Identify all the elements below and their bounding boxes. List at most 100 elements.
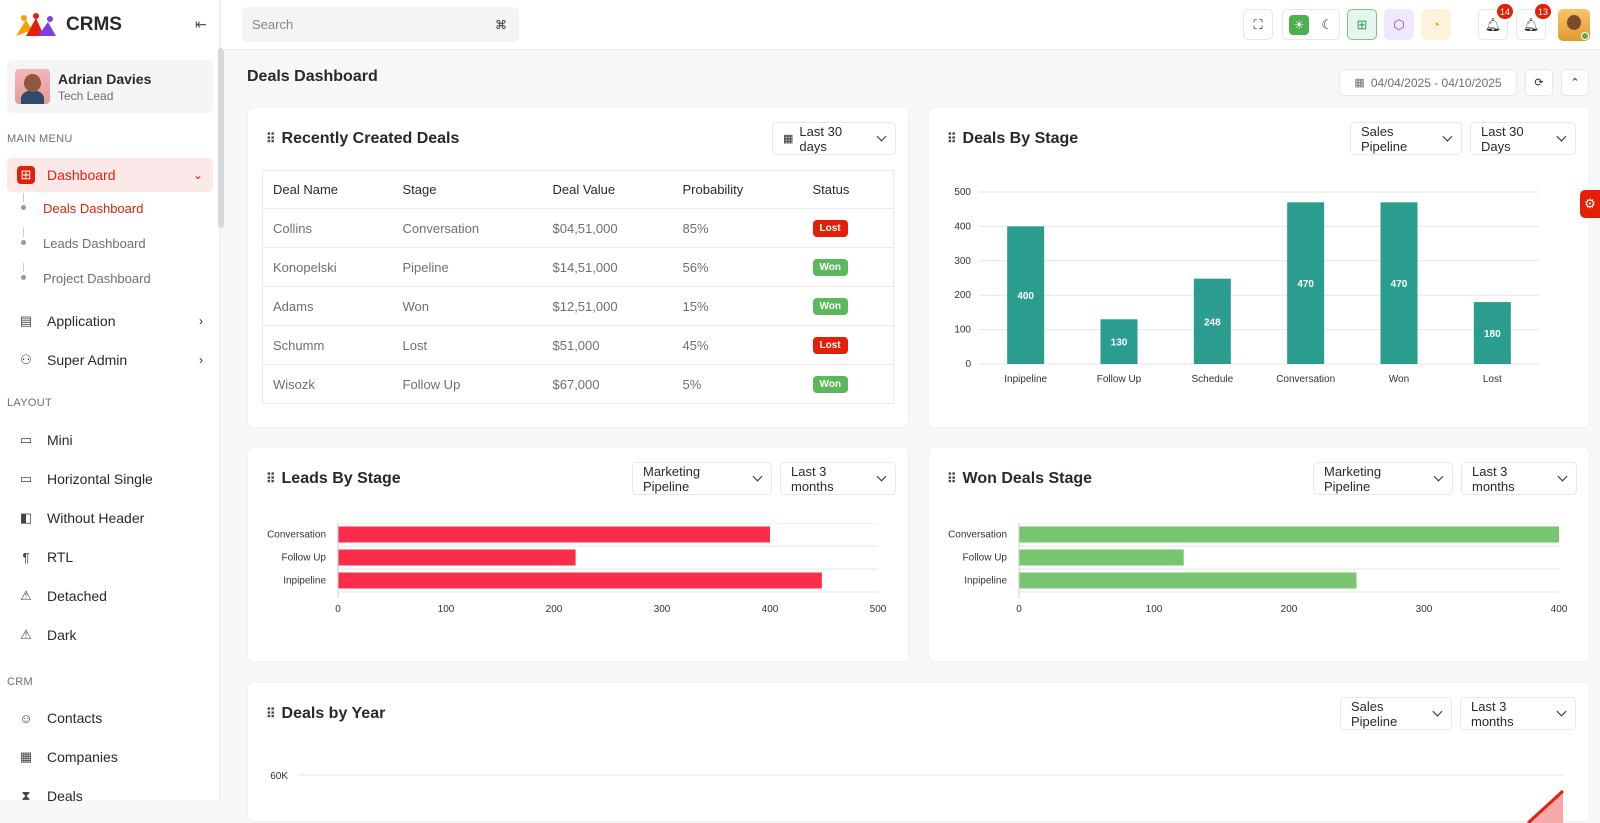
sidebar-item-label: Detached (47, 588, 107, 604)
sidebar-item-companies[interactable]: ▦ Companies (7, 740, 213, 774)
contact-icon: ☺ (19, 710, 33, 726)
pipeline-select[interactable]: Sales Pipeline (1340, 697, 1452, 730)
section-crm: CRM (7, 676, 33, 688)
table-row[interactable]: Konopelski Pipeline $14,51,000 56% Won (262, 247, 894, 287)
bell-icon: 🔔︎ (1522, 16, 1540, 32)
bar (1380, 202, 1418, 364)
sidebar-item-detached[interactable]: ⚠ Detached (7, 579, 213, 613)
sidebar-item-dark[interactable]: ⚠ Dark (7, 618, 213, 652)
sidebar-item-rtl[interactable]: ¶ RTL (7, 540, 213, 574)
table-row[interactable]: Adams Won $12,51,000 15% Won (262, 286, 894, 326)
sidebar-item-contacts[interactable]: ☺ Contacts (7, 701, 213, 735)
recent-deals-period-select[interactable]: ▦ Last 30 days (772, 122, 896, 155)
moon-icon[interactable]: ☾ (1321, 16, 1333, 32)
period-select[interactable]: Last 30 Days (1470, 122, 1576, 155)
hourglass-icon: ⧗ (21, 788, 31, 803)
avatar (15, 69, 50, 104)
date-range-picker[interactable]: ▦ 04/04/2025 - 04/10/2025 (1339, 69, 1517, 96)
status-cell: Won (802, 247, 894, 287)
sidebar-item-label: Contacts (47, 710, 103, 726)
sidebar-item-application[interactable]: ▤ Application › (7, 304, 213, 338)
theme-toggle[interactable]: ☀ ☾ (1282, 9, 1340, 40)
profile-name: Adrian Davies (58, 70, 152, 87)
sidebar-item-mini[interactable]: ▭ Mini (7, 423, 213, 457)
bullet-dot (21, 205, 26, 210)
chevron-down-icon (1432, 706, 1443, 717)
building-icon: ▦ (19, 749, 33, 764)
period-select[interactable]: Last 3 months (780, 462, 896, 495)
table-row[interactable]: Collins Conversation $04,51,000 85% Lost (262, 208, 894, 248)
notifications-button[interactable]: 🔔︎ 14 (1478, 4, 1513, 40)
table-row[interactable]: Schumm Lost $51,000 45% Lost (262, 325, 894, 365)
drag-handle-icon[interactable]: ⠿ (947, 131, 956, 146)
x-tick-label: 500 (870, 604, 887, 615)
y-tick-label: 500 (954, 187, 971, 198)
sidebar-sub-leads-dashboard[interactable]: Leads Dashboard (43, 236, 146, 251)
x-tick-label: 400 (1551, 604, 1568, 615)
leads-by-stage-chart: Conversation Follow Up Inpipeline 0 100 200 30… (267, 523, 887, 615)
sidebar-item-deals[interactable]: ⧗ Deals (7, 779, 213, 813)
sidebar-sub-project-dashboard[interactable]: Project Dashboard (43, 271, 151, 286)
sidebar-item-label: Horizontal Single (47, 471, 153, 487)
apps-button[interactable]: ⊞ (1347, 9, 1377, 40)
drag-handle-icon[interactable]: ⠿ (947, 471, 956, 486)
drag-handle-icon[interactable]: ⠿ (266, 706, 275, 721)
user-profile-card[interactable]: Adrian Davies Tech Lead (7, 60, 213, 113)
period-select[interactable]: Last 3 months (1460, 697, 1576, 730)
collapse-header-button[interactable]: ⌃ (1561, 69, 1589, 96)
sidebar-item-dashboard[interactable]: ⊞ Dashboard ⌄ (7, 158, 213, 192)
sidebar-item-label: Dashboard (47, 167, 116, 183)
sun-icon[interactable]: ☀ (1289, 14, 1310, 35)
table-row[interactable]: Wisozk Follow Up $67,000 5% Won (262, 364, 894, 404)
drag-handle-icon[interactable]: ⠿ (266, 471, 275, 486)
profile-role: Tech Lead (58, 88, 114, 103)
settings-button[interactable]: ⚙ (1580, 190, 1600, 218)
bar (1007, 226, 1045, 364)
fullscreen-button[interactable]: ⛶ (1243, 9, 1273, 40)
reports-button[interactable]: ◔ (1421, 9, 1451, 40)
bar (338, 572, 822, 589)
hexagon-button[interactable]: ⬡ (1384, 9, 1414, 40)
pipeline-select[interactable]: Marketing Pipeline (1313, 462, 1453, 495)
chevron-down-icon (1556, 706, 1567, 717)
command-icon: ⌘ (495, 17, 507, 32)
refresh-button[interactable]: ⟳ (1525, 69, 1553, 96)
sidebar-sub-deals-dashboard[interactable]: Deals Dashboard (43, 201, 144, 216)
card-title: ⠿ Recently Created Deals (266, 130, 459, 148)
pipeline-select[interactable]: Sales Pipeline (1350, 122, 1462, 155)
period-select[interactable]: Last 3 months (1461, 462, 1577, 495)
sidebar-item-label: Application (47, 313, 116, 329)
y-tick-label: 300 (954, 256, 971, 267)
status-badge: Won (812, 259, 848, 276)
x-tick-label: Schedule (1191, 374, 1233, 385)
x-tick-label: 300 (654, 604, 671, 615)
deal-stage: Pipeline (392, 247, 543, 287)
alerts-button[interactable]: 🔔︎ 13 (1516, 4, 1551, 40)
app-logo[interactable]: CRMS (12, 12, 122, 38)
column-header[interactable]: Stage (392, 170, 543, 209)
deal-value: $67,000 (542, 364, 673, 404)
column-header[interactable]: Deal Value (542, 170, 673, 209)
sidebar-scrollbar[interactable] (218, 48, 224, 228)
sidebar-item-super-admin[interactable]: ⚇ Super Admin › (7, 343, 213, 377)
column-header[interactable]: Deal Name (262, 170, 393, 209)
calendar-icon: ▦ (1354, 77, 1365, 89)
layout-sidebar-icon: ◧ (19, 510, 33, 525)
drag-handle-icon[interactable]: ⠿ (266, 131, 275, 146)
column-header[interactable]: Status (802, 170, 894, 209)
sidebar-item-without-header[interactable]: ◧ Without Header (7, 501, 213, 535)
layout-mini-icon: ▭ (19, 432, 33, 447)
deal-stage: Won (392, 286, 543, 326)
search-input[interactable]: Search ⌘ (242, 7, 519, 42)
y-tick-label: 100 (954, 325, 971, 336)
select-value: Marketing Pipeline (643, 463, 701, 494)
chevron-down-icon (752, 471, 763, 482)
sidebar-collapse-icon[interactable]: ⇤ (195, 16, 207, 32)
sidebar-item-horizontal-single[interactable]: ▭ Horizontal Single (7, 462, 213, 496)
column-header[interactable]: Probability (672, 170, 803, 209)
deal-name: Konopelski (262, 247, 393, 287)
bar (1473, 302, 1511, 364)
user-avatar[interactable] (1558, 9, 1590, 41)
pipeline-select[interactable]: Marketing Pipeline (632, 462, 772, 495)
sidebar-item-label: Deals (47, 788, 83, 804)
